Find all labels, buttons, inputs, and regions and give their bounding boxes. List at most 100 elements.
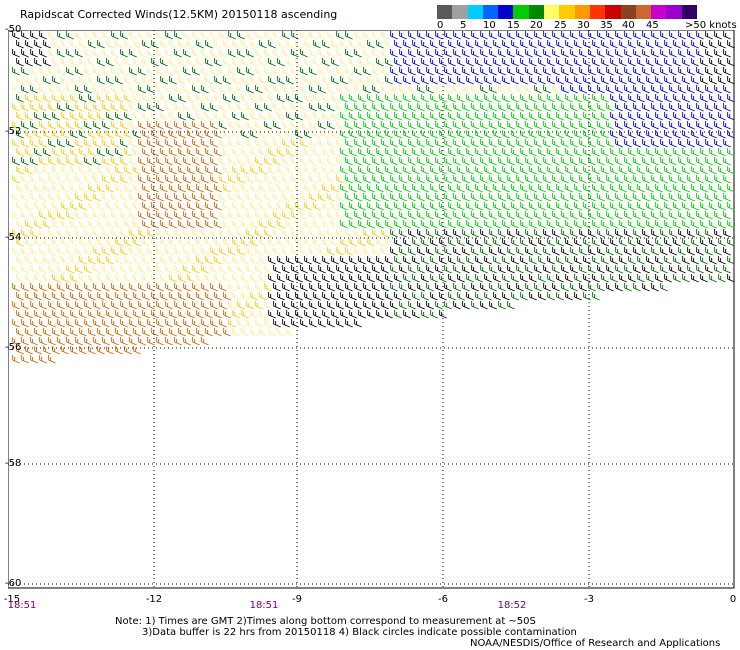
- wind-barb: [286, 238, 294, 247]
- wind-barb: [399, 175, 407, 184]
- wind-barb: [682, 148, 690, 157]
- wind-barb: [457, 58, 465, 67]
- wind-barb: [70, 94, 78, 103]
- wind-barb: [480, 229, 488, 238]
- wind-barb: [88, 58, 96, 67]
- wind-barb: [597, 103, 605, 112]
- wind-barb: [259, 130, 267, 139]
- wind-barb: [637, 238, 645, 247]
- wind-barb: [435, 229, 443, 238]
- wind-barb: [228, 139, 236, 148]
- wind-barb: [489, 31, 497, 40]
- wind-barb: [660, 193, 668, 202]
- wind-barb: [444, 121, 452, 130]
- wind-barb: [403, 94, 411, 103]
- wind-barb: [138, 157, 146, 166]
- wind-barb: [327, 85, 335, 94]
- wind-barb: [547, 148, 555, 157]
- wind-barb: [223, 130, 231, 139]
- wind-barb: [525, 121, 533, 130]
- wind-barb: [430, 40, 438, 49]
- wind-barb: [592, 40, 600, 49]
- wind-barb: [417, 103, 425, 112]
- wind-barb: [259, 94, 267, 103]
- legend-swatch: [589, 5, 606, 19]
- wind-barb: [727, 112, 735, 121]
- wind-barb: [574, 40, 582, 49]
- wind-barb: [138, 85, 146, 94]
- wind-barb: [696, 229, 704, 238]
- wind-barb: [79, 202, 87, 211]
- wind-barb: [399, 157, 407, 166]
- wind-barb: [102, 31, 110, 40]
- wind-barb: [408, 175, 416, 184]
- wind-barb: [538, 238, 546, 247]
- wind-barb: [651, 229, 659, 238]
- wind-barb: [529, 130, 537, 139]
- wind-barb: [642, 31, 650, 40]
- wind-barb: [430, 148, 438, 157]
- wind-barb: [142, 40, 150, 49]
- note-line: Note: 1) Times are GMT 2)Times along bot…: [115, 616, 536, 627]
- wind-barb: [444, 175, 452, 184]
- wind-barb: [291, 157, 299, 166]
- wind-barb: [475, 40, 483, 49]
- wind-barb: [619, 58, 627, 67]
- wind-barb: [466, 40, 474, 49]
- wind-barb: [489, 121, 497, 130]
- wind-barb: [21, 211, 29, 220]
- wind-barb: [426, 31, 434, 40]
- wind-barb: [111, 157, 119, 166]
- wind-barb: [340, 184, 348, 193]
- wind-barb: [88, 148, 96, 157]
- wind-barb: [183, 175, 191, 184]
- wind-barb: [385, 76, 393, 85]
- wind-barb: [250, 112, 258, 121]
- wind-barb: [282, 121, 290, 130]
- wind-barb: [480, 193, 488, 202]
- wind-barb: [669, 121, 677, 130]
- wind-barb: [601, 166, 609, 175]
- wind-barb: [718, 148, 726, 157]
- wind-barb: [700, 238, 708, 247]
- wind-barb: [457, 112, 465, 121]
- wind-barb: [556, 148, 564, 157]
- wind-barb: [205, 202, 213, 211]
- wind-barb: [93, 193, 101, 202]
- wind-barb: [543, 157, 551, 166]
- wind-barb: [403, 112, 411, 121]
- wind-barb: [412, 58, 420, 67]
- wind-barb: [84, 157, 92, 166]
- wind-barb: [669, 229, 677, 238]
- wind-barb: [687, 139, 695, 148]
- wind-barb: [651, 193, 659, 202]
- wind-barb: [453, 31, 461, 40]
- wind-barb: [723, 85, 731, 94]
- wind-barb: [606, 85, 614, 94]
- wind-barb: [169, 148, 177, 157]
- wind-barb: [228, 85, 236, 94]
- wind-barb: [66, 193, 74, 202]
- wind-barb: [448, 166, 456, 175]
- wind-barb: [16, 166, 24, 175]
- wind-barb: [457, 148, 465, 157]
- wind-barb: [583, 76, 591, 85]
- wind-barb: [268, 76, 276, 85]
- wind-barb: [678, 157, 686, 166]
- wind-barb: [574, 130, 582, 139]
- wind-barb: [43, 202, 51, 211]
- wind-barb: [111, 67, 119, 76]
- wind-barb: [223, 112, 231, 121]
- wind-barb: [601, 202, 609, 211]
- wind-barb: [552, 193, 560, 202]
- wind-barb: [165, 211, 173, 220]
- wind-barb: [421, 58, 429, 67]
- wind-barb: [219, 211, 227, 220]
- legend-tick: 30: [577, 20, 590, 31]
- wind-barb: [570, 157, 578, 166]
- wind-barb: [246, 85, 254, 94]
- wind-barb: [169, 166, 177, 175]
- wind-barb: [219, 229, 227, 238]
- wind-barb: [646, 112, 654, 121]
- wind-barb: [714, 85, 722, 94]
